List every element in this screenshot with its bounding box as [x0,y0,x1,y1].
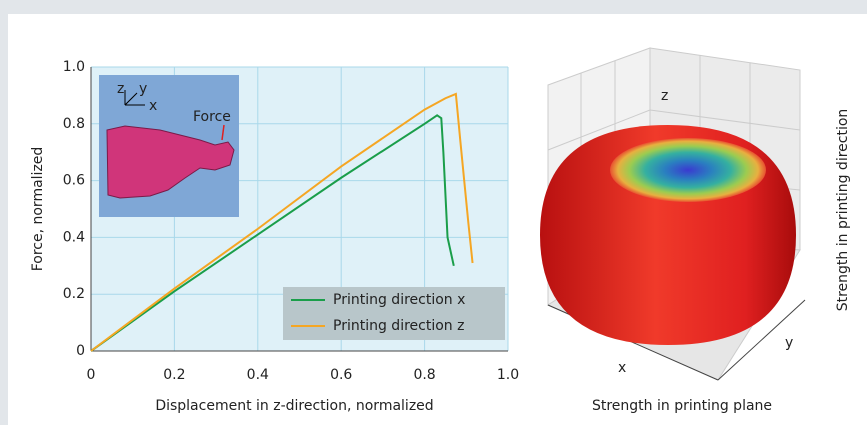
inset-force-label: Force [193,109,231,125]
y-tick-label: 0.4 [63,229,85,245]
inset: z y x Force [99,75,239,217]
x-tick-label: 0.6 [330,367,352,383]
y-tick-label: 0.6 [63,173,85,189]
z-axis-label: z [661,88,668,104]
inset-axis-label: x [149,98,157,114]
x-tick-label: 0.8 [413,367,435,383]
inset-axis-label: z [117,81,124,97]
caption-right: Strength in printing direction [835,109,851,312]
y-tick-label: 1.0 [63,59,85,75]
y-axis-label: y [785,335,793,351]
y-tick-label: 0.8 [63,116,85,132]
x-tick-label: 0.4 [247,367,269,383]
x-axis-label: x [618,360,626,376]
x-tick-label: 0 [87,367,96,383]
legend-label: Printing direction x [333,292,465,308]
caption-bottom: Strength in printing plane [592,398,772,414]
legend-label: Printing direction z [333,318,464,334]
y-axis-title: Force, normalized [30,147,46,272]
figure: 0 0.2 0.4 0.6 0.8 1.0 0 0.2 0.4 0.6 0.8 1.0 Displace… [0,0,867,425]
y-tick-label: 0 [76,343,85,359]
x-tick-label: 1.0 [497,367,519,383]
x-axis-title: Displacement in z-direction, normalized [155,398,433,414]
y-tick-label: 0.2 [63,286,85,302]
inset-axis-label: y [139,81,147,97]
x-tick-label: 0.2 [163,367,185,383]
